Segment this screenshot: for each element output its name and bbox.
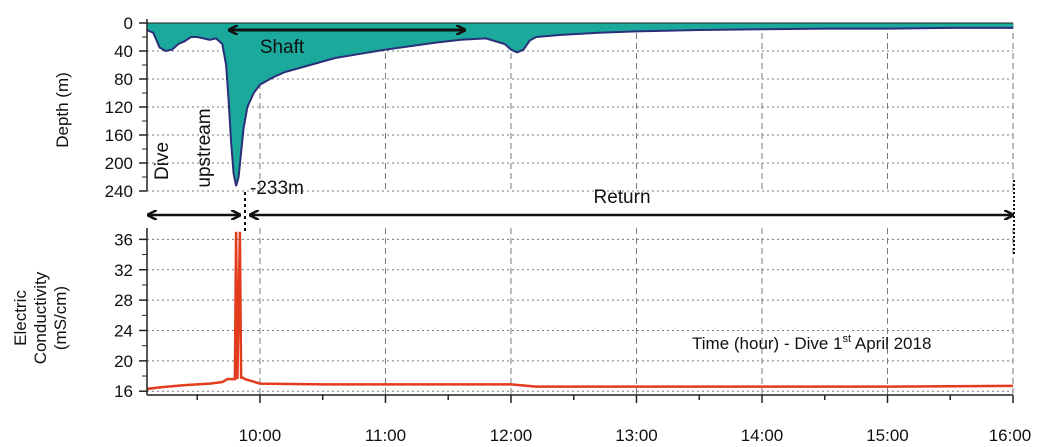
depth-line [146, 26, 1013, 187]
time-tick-label: 15:00 [866, 426, 909, 445]
time-tick-label: 13:00 [615, 426, 658, 445]
depth-tick-label: 40 [114, 42, 133, 61]
time-x-ticks: 10:00 11:00 12:00 13:00 14:00 15:00 16:00 [196, 395, 1032, 445]
depth-y-ticks: 0 40 80 120 160 200 240 [105, 14, 147, 201]
ec-axis-label-line1: Electric [11, 290, 30, 346]
dive-label: Dive [152, 142, 173, 180]
ec-tick-label: 24 [114, 321, 133, 340]
ec-axes [146, 228, 1013, 396]
depth-tick-label: 0 [124, 14, 133, 33]
depth-min-label: -233m [250, 178, 304, 199]
depth-grid [147, 23, 1014, 192]
depth-tick-label: 120 [105, 98, 133, 117]
ec-tick-label: 32 [114, 261, 133, 280]
time-tick-label: 10:00 [239, 426, 282, 445]
depth-tick-label: 200 [105, 154, 133, 173]
time-tick-label: 12:00 [490, 426, 533, 445]
annotations: Shaft Dive upstream -233m Return Time (h… [148, 30, 1015, 353]
time-note-sup: st [843, 333, 852, 345]
time-note-part-a: Time (hour) - Dive 1 [692, 334, 843, 353]
ec-y-ticks: 16 20 24 28 32 36 [114, 230, 147, 401]
ec-line [146, 231, 1014, 391]
ec-panel: 16 20 24 28 32 36 10:00 11:00 12:00 13:00 14:00 15… [11, 228, 1031, 445]
depth-tick-label: 240 [105, 182, 133, 201]
ec-grid [147, 228, 1014, 395]
time-note: Time (hour) - Dive 1st April 2018 [692, 333, 931, 353]
depth-tick-label: 160 [105, 126, 133, 145]
ec-tick-label: 36 [114, 230, 133, 249]
depth-axis-label: Depth (m) [53, 72, 72, 148]
time-tick-label: 11:00 [365, 426, 406, 445]
ec-tick-label: 28 [114, 291, 133, 310]
depth-tick-label: 80 [114, 70, 133, 89]
ec-axis-label-line3: (mS/cm) [51, 286, 70, 350]
time-tick-label: 16:00 [989, 426, 1032, 445]
upstream-label: upstream [194, 108, 215, 187]
ec-axis-label-line2: Conductivity [31, 271, 50, 364]
ec-tick-label: 16 [114, 382, 133, 401]
time-note-part-b: April 2018 [851, 334, 931, 353]
shaft-label: Shaft [260, 37, 305, 58]
depth-panel: 0 40 80 120 160 200 240 Depth (m) [53, 14, 1014, 201]
ec-tick-label: 20 [114, 352, 133, 371]
time-tick-label: 14:00 [741, 426, 784, 445]
return-label: Return [593, 187, 650, 208]
